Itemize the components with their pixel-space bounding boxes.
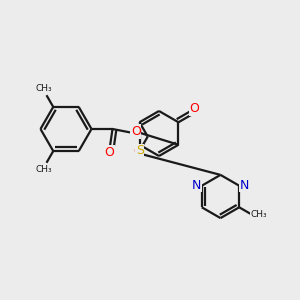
- Text: S: S: [136, 144, 144, 157]
- Text: N: N: [192, 178, 201, 192]
- Text: CH₃: CH₃: [35, 165, 52, 174]
- Text: CH₃: CH₃: [250, 210, 267, 219]
- Text: CH₃: CH₃: [35, 84, 52, 93]
- Text: N: N: [240, 178, 249, 192]
- Text: O: O: [133, 145, 143, 158]
- Text: O: O: [131, 125, 141, 138]
- Text: O: O: [105, 146, 114, 159]
- Text: O: O: [131, 125, 141, 138]
- Text: O: O: [190, 102, 200, 115]
